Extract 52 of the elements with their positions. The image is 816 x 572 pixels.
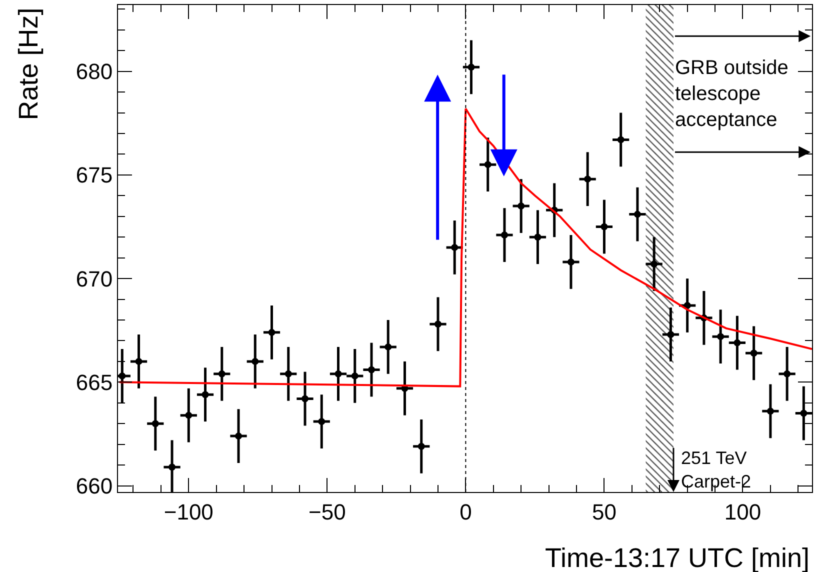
point	[418, 442, 425, 450]
point	[334, 370, 342, 378]
point	[750, 350, 758, 357]
point	[168, 464, 176, 471]
point	[118, 372, 126, 380]
point	[667, 331, 674, 338]
point	[368, 366, 375, 374]
point	[518, 202, 525, 210]
y-tick-label: 675	[76, 162, 113, 188]
point	[284, 370, 292, 378]
point	[135, 358, 142, 365]
point	[800, 410, 808, 417]
point	[268, 328, 276, 336]
point	[717, 333, 724, 340]
y-tick-label: 670	[76, 266, 113, 292]
x-tick-label: 50	[592, 499, 616, 524]
y-axis-title: Rate [Hz]	[13, 8, 44, 120]
x-tick-label: −50	[308, 499, 346, 524]
point	[634, 210, 641, 218]
point	[567, 258, 574, 266]
point	[584, 176, 592, 183]
point	[451, 244, 458, 251]
point	[500, 232, 508, 239]
point	[784, 370, 791, 378]
y-tick-label: 680	[76, 59, 113, 84]
point	[384, 343, 392, 350]
y-tick-label: 660	[76, 473, 113, 498]
point	[617, 136, 624, 144]
x-tick-label: −100	[164, 499, 214, 524]
point	[185, 412, 192, 419]
point	[235, 432, 242, 440]
point	[650, 260, 658, 268]
y-tick-label: 665	[76, 370, 113, 395]
point	[252, 358, 259, 365]
point	[202, 391, 209, 398]
annotation: GRB outside telescope acceptance	[675, 57, 788, 131]
point	[152, 420, 159, 428]
point	[534, 234, 542, 241]
point	[734, 339, 741, 346]
point	[766, 408, 774, 415]
point	[351, 372, 358, 380]
x-tick-label: 100	[724, 499, 762, 524]
point	[434, 320, 442, 328]
point	[600, 223, 608, 230]
point	[484, 161, 492, 168]
point	[684, 302, 691, 309]
x-tick-label: 0	[460, 499, 472, 524]
point	[218, 370, 226, 378]
line-series	[118, 108, 812, 388]
point	[468, 64, 475, 71]
point	[318, 418, 326, 426]
point	[302, 395, 309, 402]
